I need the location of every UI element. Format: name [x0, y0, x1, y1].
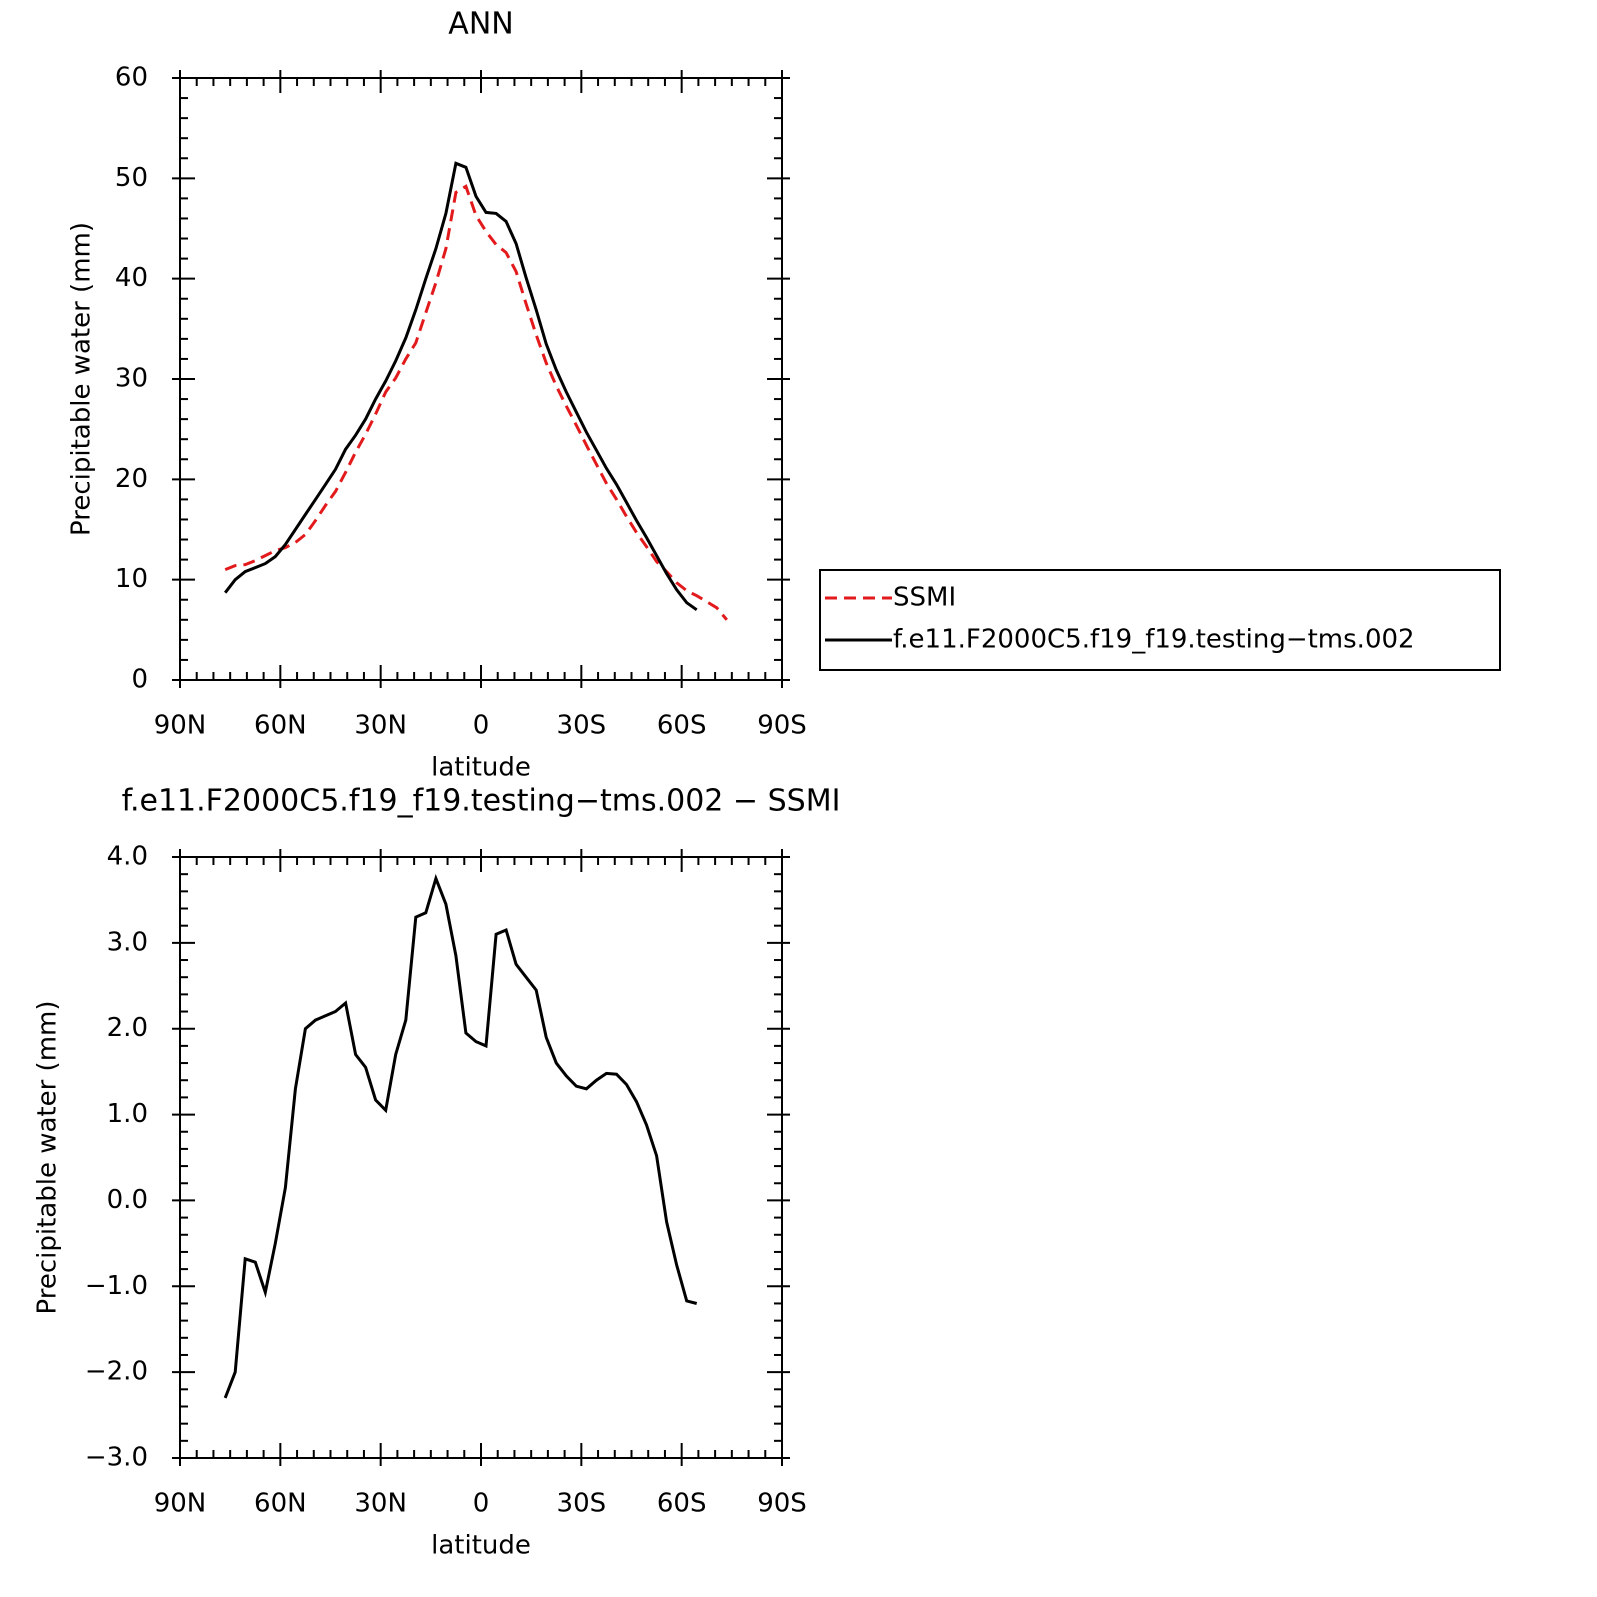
y-axis-label: Precipitable water (mm)	[33, 1001, 63, 1315]
x-tick-label: 30S	[557, 1489, 607, 1519]
x-tick-label: 90N	[154, 711, 207, 741]
y-tick-label: 50	[115, 163, 148, 193]
y-tick-label: 0.0	[107, 1185, 148, 1215]
y-tick-label: 30	[115, 364, 148, 394]
y-tick-label: −3.0	[85, 1443, 148, 1473]
x-tick-label: 30N	[354, 1489, 407, 1519]
y-tick-label: 10	[115, 564, 148, 594]
legend-label: SSMI	[893, 583, 956, 613]
x-tick-label: 90S	[757, 711, 807, 741]
x-tick-label: 30S	[557, 711, 607, 741]
y-tick-label: −1.0	[85, 1271, 148, 1301]
x-tick-label: 60N	[254, 1489, 307, 1519]
x-tick-label: 60S	[657, 1489, 707, 1519]
x-tick-label: 30N	[354, 711, 407, 741]
y-tick-label: 1.0	[107, 1099, 148, 1129]
plot-frame	[179, 77, 783, 681]
x-tick-label: 0	[473, 711, 490, 741]
y-tick-label: 3.0	[107, 927, 148, 957]
y-axis-label: Precipitable water (mm)	[67, 222, 97, 536]
data-line	[224, 184, 728, 621]
data-line	[223, 873, 698, 1399]
data-line	[224, 161, 698, 612]
y-tick-label: 20	[115, 464, 148, 494]
legend-box	[819, 569, 1501, 671]
x-tick-label: 90N	[154, 1489, 207, 1519]
x-tick-label: 60N	[254, 711, 307, 741]
x-axis-label: latitude	[431, 1531, 531, 1561]
x-axis-label: latitude	[431, 753, 531, 783]
x-tick-label: 60S	[657, 711, 707, 741]
chart-title: ANN	[448, 7, 513, 42]
x-tick-label: 90S	[757, 1489, 807, 1519]
y-tick-label: 2.0	[107, 1013, 148, 1043]
x-tick-label: 0	[473, 1489, 490, 1519]
chart-title: f.e11.F2000C5.f19_f19.testing−tms.002 − …	[122, 784, 841, 819]
y-tick-label: 40	[115, 263, 148, 293]
y-tick-label: 4.0	[107, 842, 148, 872]
legend-label: f.e11.F2000C5.f19_f19.testing−tms.002	[893, 625, 1415, 655]
y-tick-label: −2.0	[85, 1357, 148, 1387]
y-tick-label: 60	[115, 63, 148, 93]
y-tick-label: 0	[131, 665, 148, 695]
plot-frame	[179, 856, 783, 1459]
